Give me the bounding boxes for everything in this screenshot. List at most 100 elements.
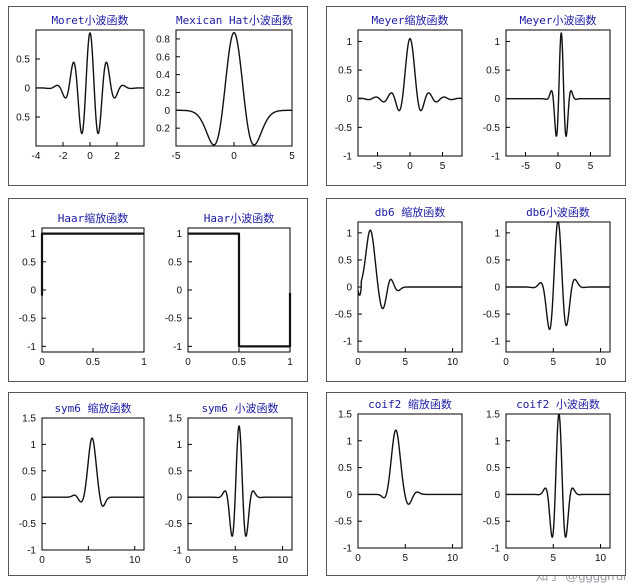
plot-group-6 — [326, 392, 626, 576]
y-tick-label: 0.5 — [168, 466, 182, 477]
y-tick-label: 0 — [176, 493, 182, 504]
x-tick-label: -5 — [521, 161, 530, 172]
y-tick-label: 1.5 — [22, 414, 36, 425]
y-tick-label: 0 — [346, 94, 352, 105]
y-tick-label: -1 — [491, 152, 500, 163]
x-tick-label: 10 — [277, 555, 289, 566]
x-tick-label: 0 — [231, 151, 237, 162]
plot-title: Meyer缩放函数 — [371, 14, 449, 27]
plot-title: Haar缩放函数 — [57, 212, 129, 225]
x-tick-label: 0 — [503, 357, 509, 368]
y-tick-label: -1 — [27, 546, 36, 557]
y-tick-label: -0.5 — [483, 310, 501, 321]
series-line — [41, 437, 145, 507]
x-tick-label: 0 — [355, 553, 361, 564]
y-tick-label: 0.2 — [156, 88, 170, 99]
x-tick-label: 1 — [287, 357, 293, 368]
x-tick-label: 0 — [503, 553, 509, 564]
y-tick-label: 1.5 — [338, 410, 352, 421]
x-tick-label: 5 — [232, 555, 238, 566]
y-tick-label: -0.5 — [335, 123, 353, 134]
x-tick-label: 1 — [141, 357, 147, 368]
x-tick-label: -5 — [373, 161, 382, 172]
y-tick-label: 1 — [176, 440, 182, 451]
x-tick-label: 0 — [185, 555, 191, 566]
y-tick-label: 0 — [346, 283, 352, 294]
series-line — [505, 32, 611, 137]
series-line — [187, 425, 293, 537]
y-tick-label: 0.5 — [486, 255, 500, 266]
plot-title: db6小波函数 — [526, 206, 590, 219]
x-tick-label: 0 — [555, 161, 561, 172]
axes-frame — [187, 417, 293, 551]
x-tick-label: 0 — [355, 357, 361, 368]
axes-frame — [505, 413, 611, 549]
y-tick-label: 1 — [176, 229, 182, 240]
y-tick-label: 1.5 — [486, 410, 500, 421]
y-tick-label: -0.5 — [165, 519, 183, 530]
y-tick-label: -0.5 — [483, 517, 501, 528]
x-tick-label: 10 — [129, 555, 141, 566]
plot-title: Mexican Hat小波函数 — [176, 14, 293, 27]
plot-title: Moret小波函数 — [51, 14, 129, 27]
y-tick-label: 0.5 — [486, 66, 500, 77]
y-tick-label: -1 — [491, 337, 500, 348]
x-tick-label: 0 — [185, 357, 191, 368]
y-tick-label: -1 — [343, 337, 352, 348]
y-tick-label: 0.5 — [338, 255, 352, 266]
y-tick-label: 1.5 — [168, 414, 182, 425]
series-line — [505, 413, 611, 538]
y-tick-label: -0.5 — [335, 310, 353, 321]
x-tick-label: 10 — [595, 357, 607, 368]
x-tick-label: -2 — [59, 151, 68, 162]
y-tick-label: 0.5 — [22, 257, 36, 268]
y-tick-label: 0 — [30, 493, 36, 504]
y-tick-label: 0 — [494, 283, 500, 294]
y-tick-label: 0.2 — [156, 124, 170, 135]
y-tick-label: 0.5 — [16, 55, 30, 66]
series-line — [175, 31, 293, 146]
plot-group-4 — [326, 198, 626, 382]
y-tick-label: 0 — [346, 490, 352, 501]
y-tick-label: -0.5 — [335, 517, 353, 528]
series-line — [505, 221, 611, 331]
plot-group-5 — [8, 392, 308, 576]
series-line — [357, 229, 463, 310]
y-tick-label: 0.5 — [486, 463, 500, 474]
y-tick-label: 1 — [494, 228, 500, 239]
y-tick-label: 0.6 — [156, 52, 170, 63]
series-line — [35, 32, 145, 135]
y-tick-label: 0.5 — [338, 463, 352, 474]
y-tick-label: -0.5 — [165, 314, 183, 325]
x-tick-label: 10 — [447, 357, 459, 368]
x-tick-label: 5 — [86, 555, 92, 566]
y-tick-label: -1 — [27, 342, 36, 353]
y-tick-label: 0 — [30, 286, 36, 297]
x-tick-label: 5 — [440, 161, 446, 172]
y-tick-label: 0.8 — [156, 34, 170, 45]
x-tick-label: -5 — [172, 151, 181, 162]
x-tick-label: 0 — [407, 161, 413, 172]
y-tick-label: -1 — [173, 546, 182, 557]
plot-group-3 — [8, 198, 308, 382]
x-tick-label: 5 — [289, 151, 295, 162]
x-tick-label: 0.5 — [232, 357, 246, 368]
y-tick-label: 1 — [346, 436, 352, 447]
x-tick-label: -4 — [32, 151, 41, 162]
y-tick-label: 0 — [176, 286, 182, 297]
x-tick-label: 0 — [39, 555, 45, 566]
y-tick-label: 1 — [30, 229, 36, 240]
axes-frame — [41, 417, 145, 551]
y-tick-label: 0 — [164, 106, 170, 117]
y-tick-label: -1 — [173, 342, 182, 353]
y-tick-label: 1 — [346, 37, 352, 48]
y-tick-label: 0.5 — [22, 466, 36, 477]
x-tick-label: 5 — [402, 553, 408, 564]
